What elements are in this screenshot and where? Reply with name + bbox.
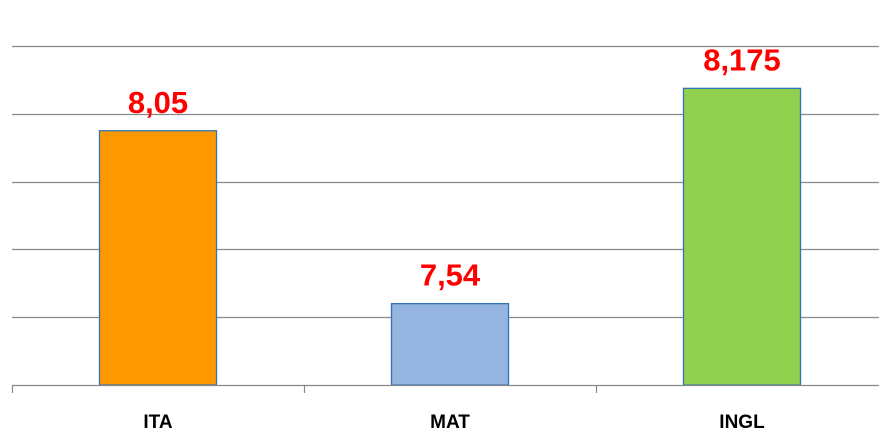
- x-axis: [11, 384, 879, 393]
- category-labels: ITA MAT INGL: [143, 412, 765, 433]
- bar-ita: [98, 130, 218, 386]
- bar-ingl: [682, 87, 802, 386]
- bar-mat: [390, 302, 510, 386]
- data-label-ingl: 8,175: [703, 42, 781, 77]
- category-label-ita: ITA: [143, 412, 172, 433]
- data-label-mat: 7,54: [420, 258, 481, 293]
- data-label-ita: 8,05: [128, 85, 188, 120]
- bars: [98, 87, 802, 386]
- category-label-mat: MAT: [430, 412, 470, 433]
- category-label-ingl: INGL: [719, 412, 765, 433]
- data-labels: 8,05 7,54 8,175: [128, 42, 781, 292]
